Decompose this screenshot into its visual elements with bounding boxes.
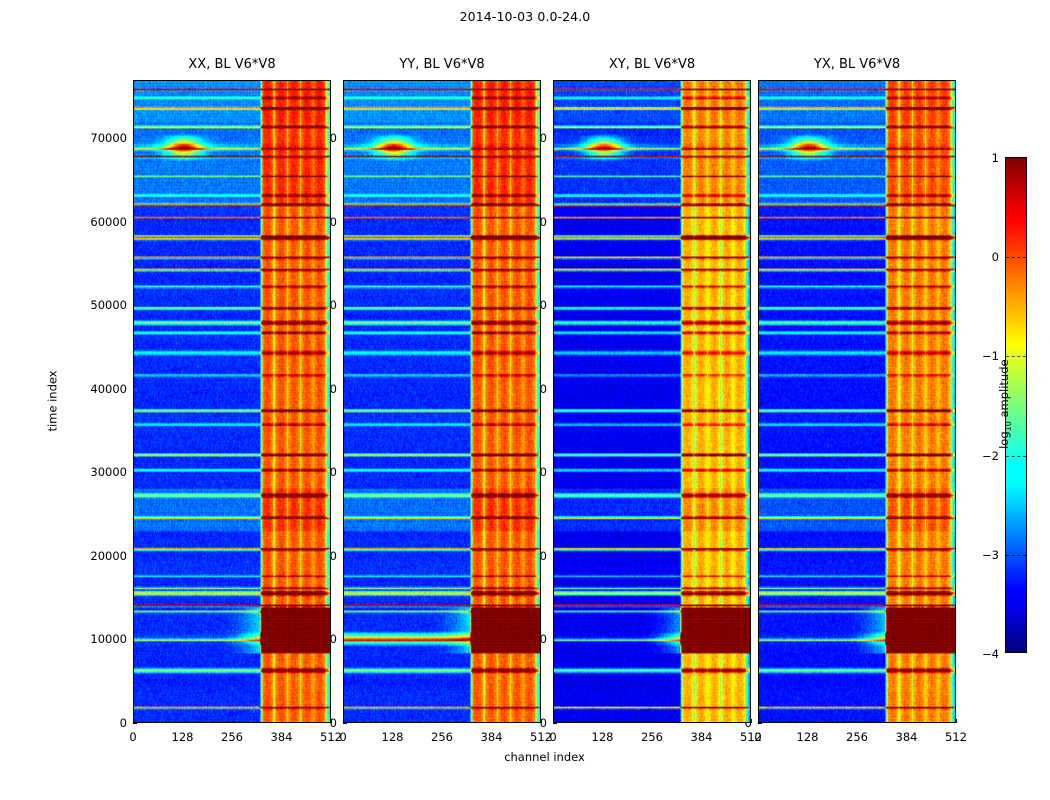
x-tick-mark [331, 719, 332, 723]
y-axis-label: time index [45, 369, 60, 432]
speckle-overlay [554, 81, 750, 722]
noise-texture-overlay [554, 81, 750, 722]
colorbar-axis-label: log10 amplitude [997, 344, 1013, 464]
x-tick-label: 384 [270, 730, 293, 744]
speckle-overlay [134, 81, 330, 722]
x-tick-label: 256 [221, 730, 243, 744]
speckle-overlay [344, 81, 540, 722]
y-tick-label: 0 [119, 716, 127, 730]
x-tick-label: 384 [895, 730, 918, 744]
waterfall-image-yy [344, 81, 540, 722]
speckle-overlay [759, 81, 955, 722]
waterfall-panel-yx [758, 80, 956, 723]
x-tick-label: 512 [945, 730, 967, 744]
x-tick-mark [751, 719, 752, 723]
x-tick-label: 0 [549, 730, 557, 744]
noise-texture-overlay [759, 81, 955, 722]
panel-title-yy: YY, BL V6*V8 [399, 57, 485, 72]
y-tick-mark [758, 723, 762, 724]
y-tick-label: 40000 [90, 381, 127, 396]
x-tick-label: 512 [740, 730, 762, 744]
y-tick-label: 20000 [90, 548, 127, 563]
colorbar-tick-dash [1006, 257, 1026, 259]
y-tick-label: 10000 [90, 632, 127, 647]
figure-suptitle: 2014-10-03 0.0-24.0 [459, 9, 591, 24]
x-tick-label: 0 [129, 730, 137, 744]
colorbar-label-subscript: 10 [1004, 421, 1014, 432]
waterfall-panel-xy [553, 80, 751, 723]
x-axis-label: channel index [504, 750, 585, 764]
colorbar-tick-label: 0 [991, 250, 999, 265]
waterfall-panel-yy [343, 80, 541, 723]
x-tick-mark [541, 719, 542, 723]
x-tick-label: 256 [641, 730, 663, 744]
waterfall-image-yx [759, 81, 955, 722]
y-tick-label: 60000 [90, 214, 127, 229]
x-tick-label: 384 [480, 730, 503, 744]
colorbar-gradient [1006, 158, 1026, 652]
colorbar-label-main: log [996, 431, 1011, 449]
colorbar-tick-label: −1 [982, 349, 999, 364]
x-tick-label: 128 [591, 730, 614, 744]
y-tick-label: 50000 [90, 298, 127, 313]
colorbar-tick-dash [1006, 554, 1026, 556]
colorbar: 1 0 −1 −2 −3 −4 [982, 151, 1027, 661]
colorbar-tick-dash [1006, 356, 1026, 358]
y-tick-label: 0 [329, 716, 337, 730]
colorbar-tick-label: 1 [991, 151, 999, 165]
panel-title-xx: XX, BL V6*V8 [188, 57, 276, 72]
x-tick-label: 128 [171, 730, 194, 744]
x-tick-label: 512 [530, 730, 552, 744]
x-tick-label: 0 [339, 730, 347, 744]
colorbar-tick-label: −4 [982, 647, 999, 661]
x-tick-label: 512 [320, 730, 342, 744]
noise-texture-overlay [134, 81, 330, 722]
x-tick-label: 128 [796, 730, 819, 744]
y-tick-mark [553, 723, 557, 724]
x-tick-label: 256 [431, 730, 453, 744]
colorbar-tick-label: −3 [982, 547, 999, 562]
x-tick-mark [956, 719, 957, 723]
y-tick-mark [133, 723, 137, 724]
x-tick-label: 128 [381, 730, 404, 744]
noise-texture-overlay [344, 81, 540, 722]
waterfall-panel-xx [133, 80, 331, 723]
colorbar-label-tail: amplitude [996, 359, 1011, 422]
x-tick-label: 384 [690, 730, 713, 744]
y-tick-label: 70000 [90, 131, 127, 146]
waterfall-image-xy [554, 81, 750, 722]
colorbar-tick-dash [1006, 455, 1026, 457]
colorbar-tick-label: −2 [982, 448, 999, 463]
y-tick-mark [343, 723, 347, 724]
x-tick-label: 0 [754, 730, 762, 744]
waterfall-image-xx [134, 81, 330, 722]
y-tick-label: 0 [744, 716, 752, 730]
panel-title-yx: YX, BL V6*V8 [813, 57, 901, 72]
panel-title-xy: XY, BL V6*V8 [608, 57, 696, 72]
x-tick-label: 256 [846, 730, 868, 744]
y-tick-label: 0 [539, 716, 547, 730]
y-tick-label: 30000 [90, 465, 127, 480]
